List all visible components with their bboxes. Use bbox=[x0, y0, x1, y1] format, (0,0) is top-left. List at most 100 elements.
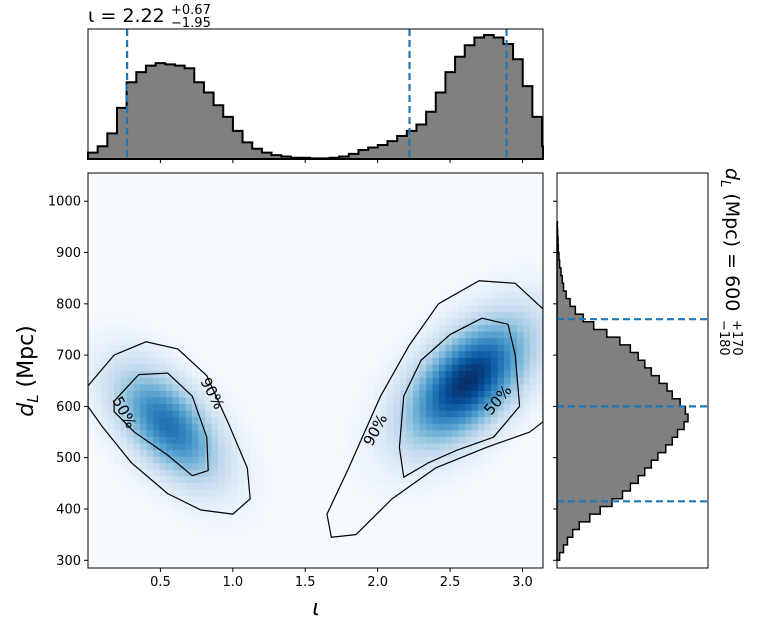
heatmap-cell bbox=[361, 337, 369, 345]
heatmap-cell bbox=[393, 284, 401, 293]
heatmap-cell bbox=[276, 324, 284, 332]
heatmap-cell bbox=[419, 344, 427, 352]
heatmap-cell bbox=[406, 502, 414, 510]
heatmap-cell bbox=[445, 469, 453, 477]
heatmap-cell bbox=[536, 173, 543, 181]
heatmap-cell bbox=[257, 331, 265, 339]
heatmap-cell bbox=[146, 429, 154, 437]
heatmap-cell bbox=[205, 482, 213, 490]
heatmap-cell bbox=[218, 212, 226, 220]
heatmap-cell bbox=[465, 370, 473, 378]
heatmap-cell bbox=[159, 390, 167, 398]
heatmap-cell bbox=[406, 370, 414, 378]
heatmap-cell bbox=[387, 508, 395, 516]
heatmap-cell bbox=[445, 462, 453, 470]
heatmap-cell bbox=[497, 324, 505, 332]
heatmap-cell bbox=[478, 403, 486, 411]
heatmap-cell bbox=[224, 173, 232, 181]
heatmap-cell bbox=[289, 225, 297, 233]
heatmap-cell bbox=[159, 212, 167, 220]
heatmap-cell bbox=[348, 521, 356, 530]
heatmap-cell bbox=[276, 423, 284, 431]
heatmap-cell bbox=[341, 370, 349, 378]
heatmap-cell bbox=[231, 449, 239, 457]
heatmap-cell bbox=[257, 528, 265, 536]
heatmap-cell bbox=[198, 541, 206, 549]
heatmap-cell bbox=[224, 265, 232, 273]
heatmap-cell bbox=[393, 205, 401, 214]
heatmap-cell bbox=[179, 541, 187, 549]
heatmap-cell bbox=[426, 462, 434, 470]
heatmap-cell bbox=[88, 238, 96, 247]
heatmap-cell bbox=[419, 311, 427, 319]
heatmap-cell bbox=[478, 232, 486, 240]
heatmap-cell bbox=[484, 363, 492, 372]
heatmap-cell bbox=[510, 515, 518, 523]
heatmap-cell bbox=[348, 410, 356, 418]
heatmap-cell bbox=[133, 390, 141, 398]
heatmap-cell bbox=[159, 548, 167, 556]
heatmap-cell bbox=[114, 291, 122, 299]
heatmap-cell bbox=[120, 363, 128, 372]
heatmap-cell bbox=[348, 377, 356, 385]
heatmap-cell bbox=[510, 232, 518, 240]
heatmap-cell bbox=[198, 449, 206, 457]
heatmap-cell bbox=[114, 192, 122, 200]
heatmap-cell bbox=[296, 265, 304, 273]
heatmap-cell bbox=[523, 390, 531, 398]
heatmap-cell bbox=[400, 173, 408, 181]
heatmap-cell bbox=[159, 258, 167, 266]
heatmap-cell bbox=[406, 199, 414, 207]
heatmap-cell bbox=[497, 462, 505, 470]
heatmap-cell bbox=[536, 469, 543, 477]
heatmap-cell bbox=[341, 548, 349, 556]
heatmap-cell bbox=[465, 403, 473, 411]
heatmap-cell bbox=[445, 521, 453, 530]
heatmap-cell bbox=[510, 383, 518, 391]
heatmap-cell bbox=[387, 205, 395, 214]
heatmap-cell bbox=[237, 291, 245, 299]
heatmap-cell bbox=[530, 245, 538, 253]
heatmap-cell bbox=[107, 396, 115, 405]
heatmap-cell bbox=[107, 265, 115, 273]
heatmap-cell bbox=[231, 265, 239, 273]
heatmap-cell bbox=[114, 304, 122, 312]
heatmap-cell bbox=[426, 311, 434, 319]
heatmap-cell bbox=[94, 304, 102, 312]
heatmap-cell bbox=[322, 449, 330, 457]
heatmap-cell bbox=[478, 344, 486, 352]
heatmap-cell bbox=[361, 561, 369, 568]
heatmap-cell bbox=[283, 271, 291, 279]
heatmap-cell bbox=[276, 192, 284, 200]
heatmap-cell bbox=[374, 456, 382, 464]
heatmap-cell bbox=[218, 350, 226, 358]
heatmap-cell bbox=[289, 403, 297, 411]
heatmap-cell bbox=[244, 508, 252, 516]
heatmap-cell bbox=[406, 377, 414, 385]
heatmap-cell bbox=[530, 515, 538, 523]
heatmap-cell bbox=[426, 502, 434, 510]
heatmap-cell bbox=[491, 258, 499, 266]
heatmap-cell bbox=[107, 502, 115, 510]
heatmap-cell bbox=[367, 298, 375, 306]
heatmap-cell bbox=[387, 469, 395, 477]
heatmap-cell bbox=[192, 225, 200, 233]
heatmap-cell bbox=[452, 252, 460, 260]
contour-90 bbox=[88, 341, 251, 515]
heatmap-cell bbox=[335, 469, 343, 477]
heatmap-cell bbox=[439, 377, 447, 385]
heatmap-cell bbox=[484, 482, 492, 490]
heatmap-cell bbox=[452, 535, 460, 543]
heatmap-cell bbox=[250, 456, 258, 464]
heatmap-cell bbox=[452, 561, 460, 568]
heatmap-cell bbox=[244, 186, 252, 194]
heatmap-cell bbox=[361, 363, 369, 372]
heatmap-cell bbox=[140, 350, 148, 358]
heatmap-cell bbox=[523, 278, 531, 286]
heatmap-cell bbox=[387, 245, 395, 253]
heatmap-cell bbox=[198, 456, 206, 464]
heatmap-cell bbox=[406, 396, 414, 405]
heatmap-cell bbox=[413, 475, 421, 484]
heatmap-cell bbox=[491, 403, 499, 411]
heatmap-cell bbox=[341, 311, 349, 319]
